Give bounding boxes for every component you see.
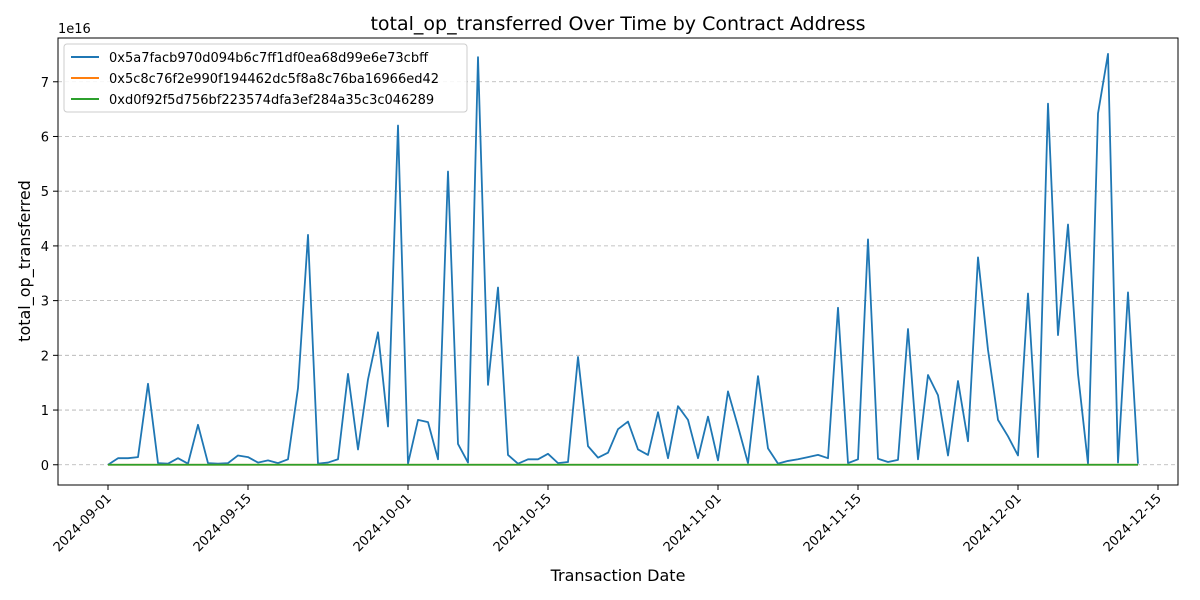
legend-label-2: 0x5c8c76f2e990f194462dc5f8a8c76ba16966ed… xyxy=(109,72,439,87)
legend-label-1: 0x5a7facb970d094b6c7ff1df0ea68d99e6e73cb… xyxy=(109,51,429,66)
y-tick-label: 7 xyxy=(41,76,49,91)
y-offset-label: 1e16 xyxy=(58,22,91,37)
legend: 0x5a7facb970d094b6c7ff1df0ea68d99e6e73cb… xyxy=(63,43,468,113)
y-axis: 0 1 2 3 4 5 6 7 xyxy=(41,76,58,474)
y-tick-label: 3 xyxy=(41,295,49,310)
series-line-1 xyxy=(107,52,1139,466)
y-tick-label: 2 xyxy=(41,349,49,364)
y-tick-label: 0 xyxy=(41,459,49,474)
legend-label-3: 0xd0f92f5d756bf223574dfa3ef284a35c3c0462… xyxy=(109,93,434,108)
y-axis-title: total_op_transferred xyxy=(15,180,35,342)
x-axis-title: Transaction Date xyxy=(550,566,686,585)
y-tick-label: 6 xyxy=(41,130,49,145)
chart-title: total_op_transferred Over Time by Contra… xyxy=(370,13,865,35)
plot-area-frame xyxy=(57,37,1179,486)
y-tick-label: 1 xyxy=(41,404,49,419)
legend-box xyxy=(63,43,468,113)
series-lines xyxy=(107,52,1139,466)
y-tick-label: 4 xyxy=(41,240,49,255)
y-tick-label: 5 xyxy=(41,185,49,200)
